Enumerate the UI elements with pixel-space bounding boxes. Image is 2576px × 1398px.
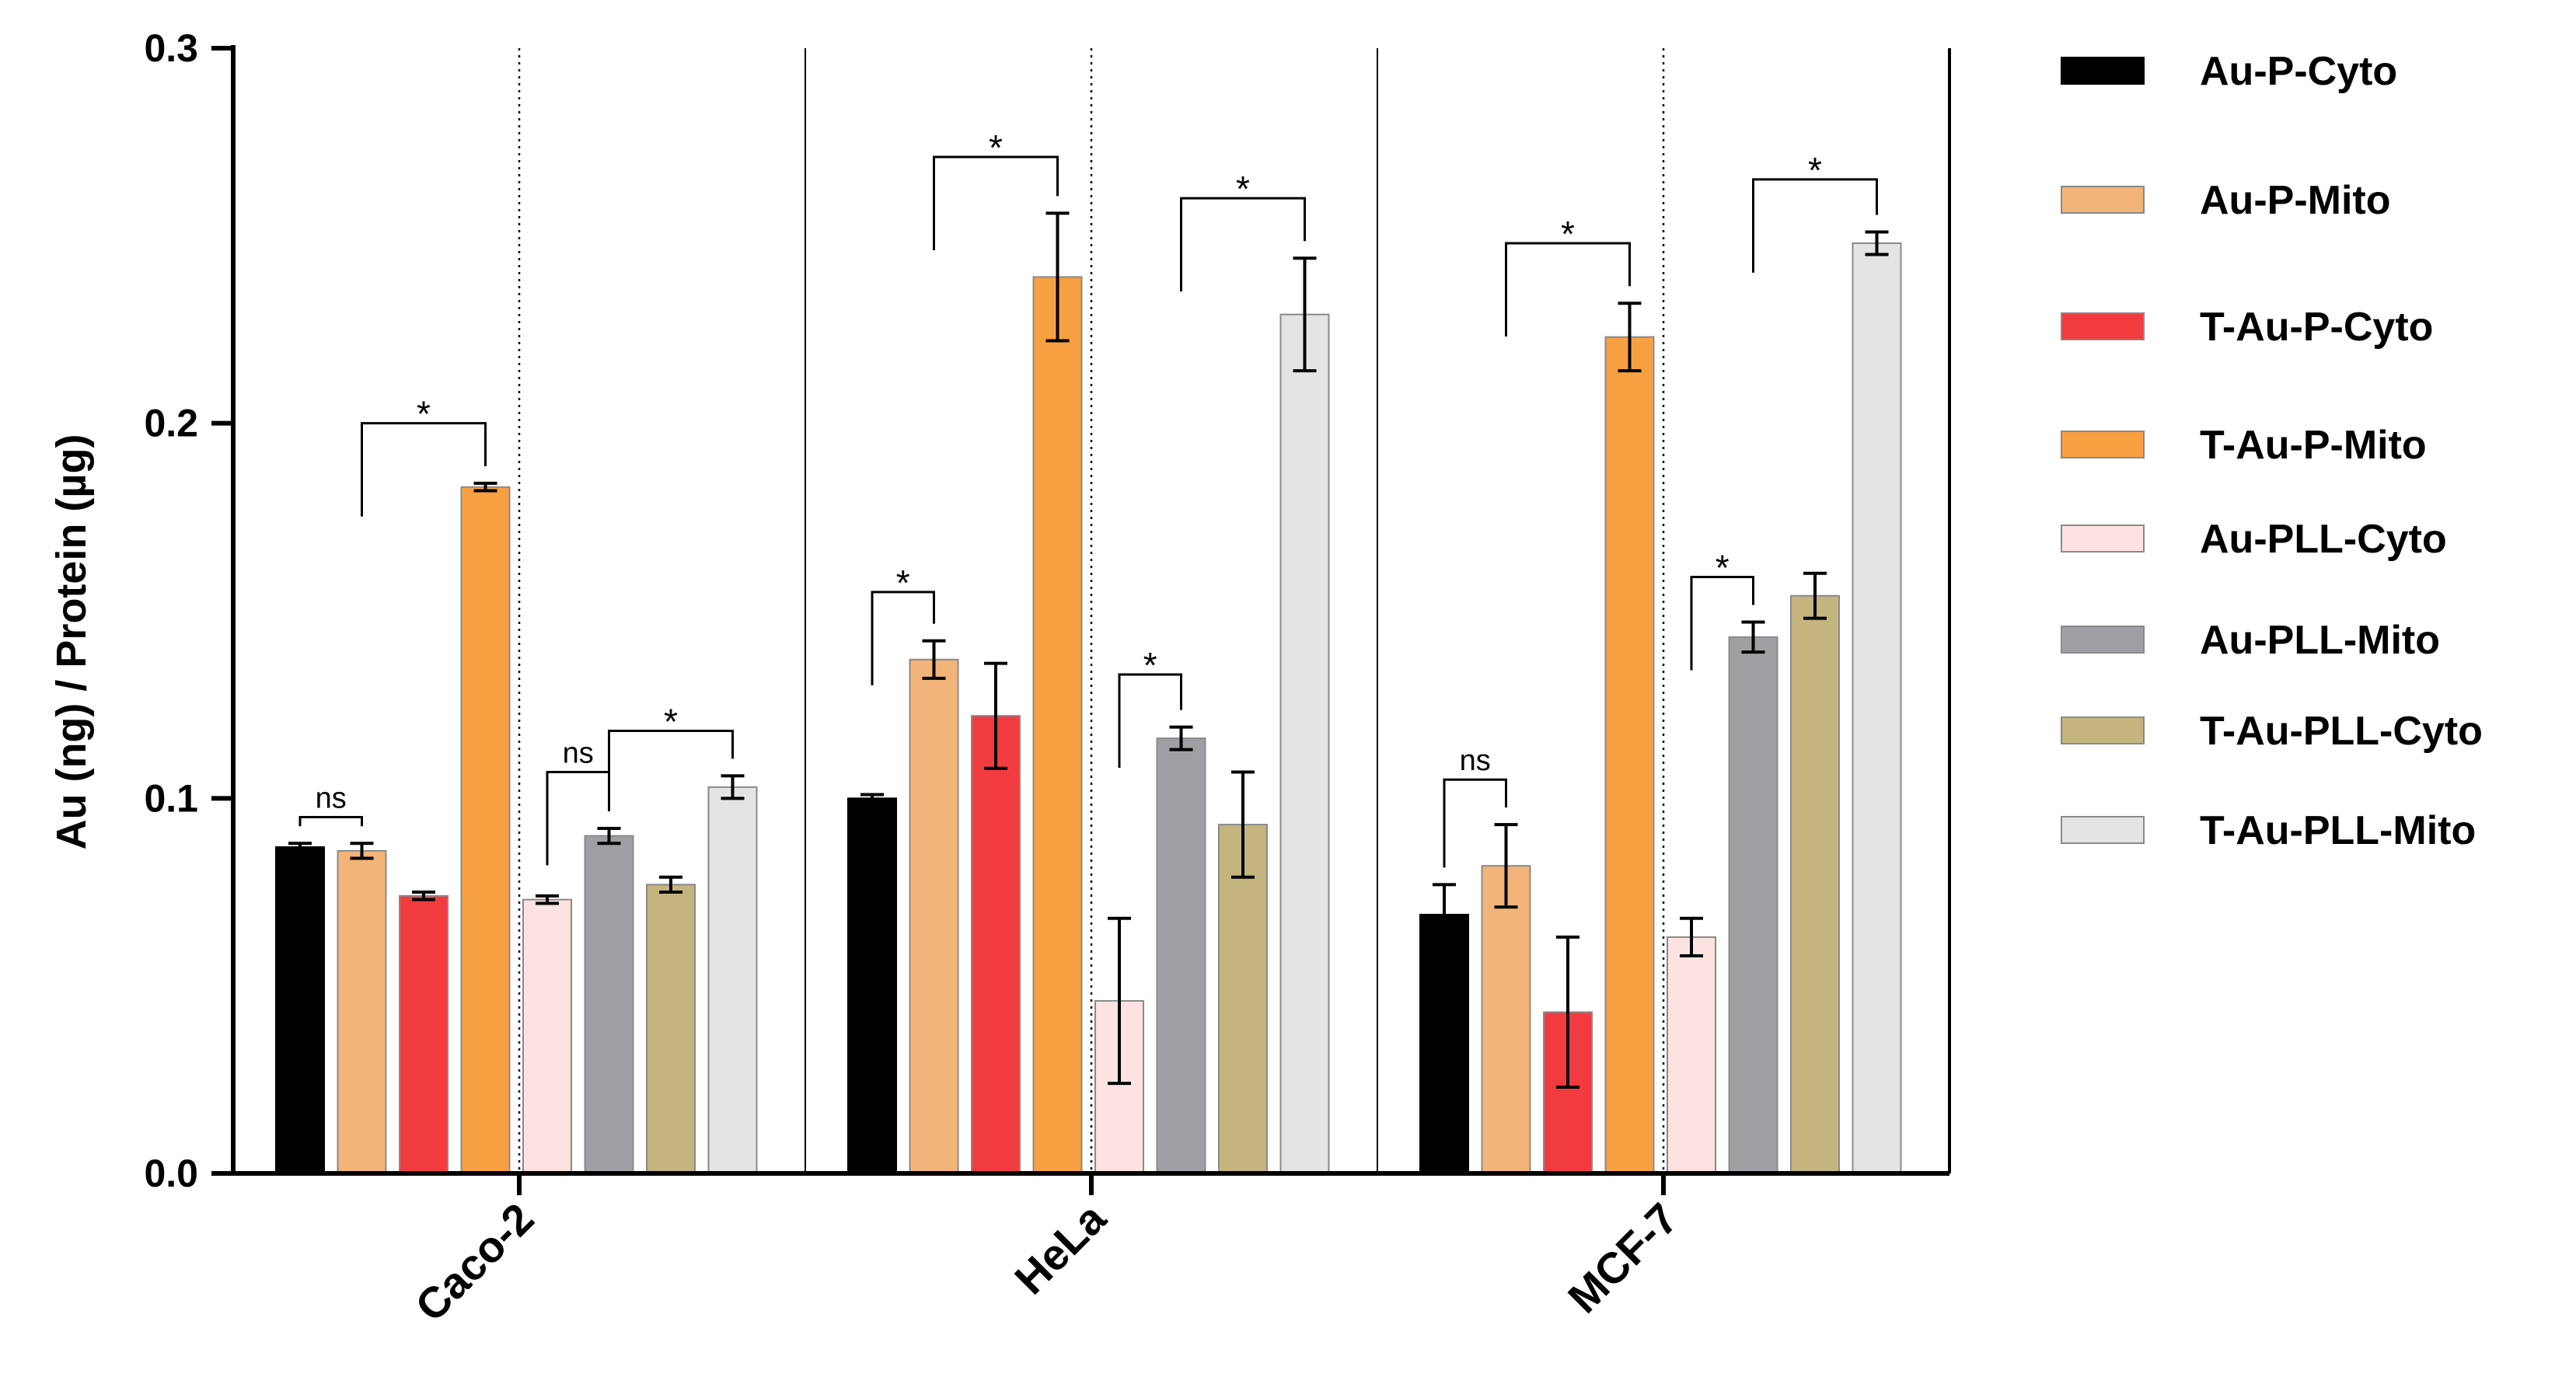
y-axis-title: Au (ng) / Protein (µg) bbox=[48, 434, 95, 849]
bar bbox=[1419, 913, 1469, 1174]
legend-swatch bbox=[2061, 716, 2145, 744]
significance-bracket bbox=[361, 422, 487, 517]
legend-label: Au-P-Cyto bbox=[2200, 49, 2397, 94]
bar bbox=[1481, 865, 1531, 1175]
legend-swatch bbox=[2061, 186, 2145, 214]
legend-swatch bbox=[2061, 312, 2145, 340]
bar bbox=[1279, 313, 1330, 1174]
bar bbox=[1790, 594, 1840, 1174]
bar bbox=[707, 786, 758, 1174]
legend-label: Au-P-Mito bbox=[2200, 178, 2390, 223]
legend-swatch bbox=[2061, 816, 2145, 844]
bar bbox=[522, 898, 572, 1174]
significance-bracket bbox=[1690, 576, 1754, 671]
significance-label: * bbox=[1143, 645, 1157, 685]
legend-label: T-Au-PLL-Cyto bbox=[2200, 709, 2483, 754]
bar bbox=[971, 715, 1021, 1174]
bar bbox=[847, 797, 897, 1175]
x-tick-label: MCF-7 bbox=[1559, 1194, 1688, 1323]
bar bbox=[337, 849, 387, 1174]
bar bbox=[1156, 737, 1206, 1174]
significance-bracket bbox=[933, 155, 1059, 250]
legend-label: T-Au-P-Mito bbox=[2200, 423, 2427, 468]
significance-label: * bbox=[1716, 548, 1730, 588]
legend-swatch bbox=[2061, 626, 2145, 654]
significance-label: * bbox=[896, 563, 910, 603]
significance-bracket bbox=[871, 591, 935, 685]
legend-label: Au-PLL-Mito bbox=[2200, 618, 2440, 663]
significance-bracket bbox=[608, 729, 734, 811]
significance-label: * bbox=[989, 127, 1003, 168]
significance-label: * bbox=[1236, 169, 1250, 209]
bar bbox=[646, 884, 696, 1174]
significance-label: * bbox=[1561, 214, 1575, 254]
bar bbox=[275, 846, 325, 1174]
bar bbox=[584, 835, 634, 1174]
significance-bracket bbox=[1752, 178, 1878, 273]
x-tick-label: Caco-2 bbox=[406, 1194, 543, 1331]
significance-bracket bbox=[1505, 242, 1631, 336]
bar bbox=[460, 486, 511, 1174]
bar bbox=[1728, 636, 1778, 1174]
bar bbox=[1852, 242, 1902, 1174]
bar bbox=[1032, 276, 1083, 1175]
y-tick-label: 0.1 bbox=[144, 776, 198, 820]
y-tick-label: 0.2 bbox=[144, 402, 198, 445]
legend: Au-P-Cyto Au-P-Mito T-Au-P-Cyto T-Au-P-Mito… bbox=[2061, 49, 2483, 853]
bar bbox=[1667, 936, 1716, 1175]
significance-bracket bbox=[1118, 673, 1182, 769]
significance-label: ns bbox=[1460, 744, 1491, 777]
significance-label: * bbox=[1808, 150, 1822, 190]
significance-bracket bbox=[298, 815, 363, 827]
significance-label: ns bbox=[563, 737, 594, 770]
legend-swatch bbox=[2061, 525, 2145, 553]
significance-label: * bbox=[417, 394, 431, 434]
legend-label: T-Au-P-Cyto bbox=[2200, 305, 2433, 350]
significance-bracket bbox=[1443, 778, 1507, 868]
significance-label: * bbox=[664, 701, 678, 741]
legend-label: T-Au-PLL-Mito bbox=[2200, 808, 2476, 853]
bar bbox=[399, 894, 449, 1174]
bar bbox=[909, 658, 959, 1174]
bar bbox=[1604, 336, 1655, 1174]
y-tick-label: 0.0 bbox=[144, 1152, 198, 1195]
y-tick-label: 0.3 bbox=[144, 26, 198, 70]
plot-area: 0.0 0.1 0.2 0.3 Au (ng) / Protein (µg) ns * ns *… bbox=[48, 26, 1951, 1331]
significance-label: ns bbox=[316, 782, 347, 814]
x-tick-label: HeLa bbox=[1005, 1193, 1115, 1303]
legend-swatch bbox=[2061, 57, 2145, 85]
legend-swatch bbox=[2061, 431, 2145, 458]
legend-label: Au-PLL-Cyto bbox=[2200, 517, 2447, 562]
significance-bracket bbox=[1180, 197, 1306, 292]
